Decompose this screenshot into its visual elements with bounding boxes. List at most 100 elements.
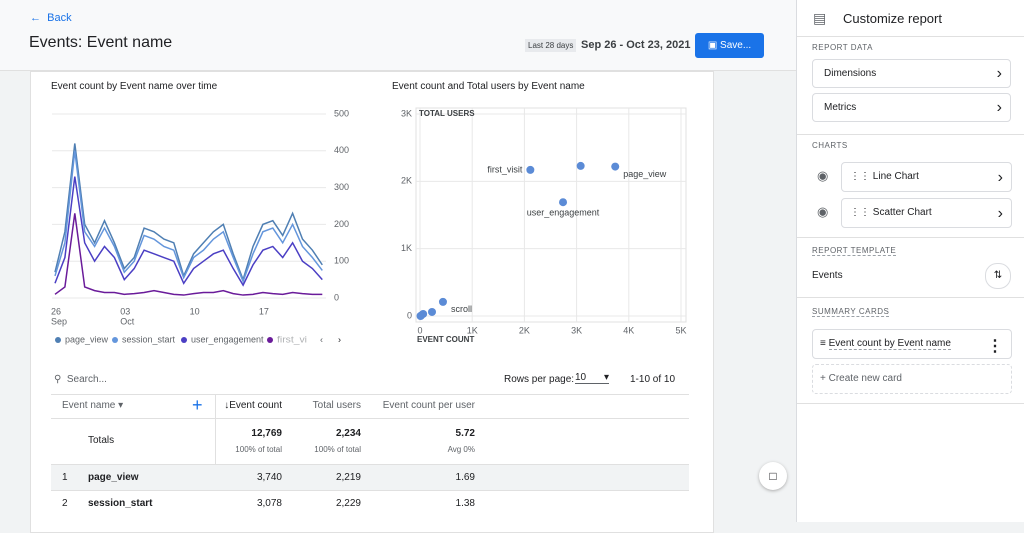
item-label: Line Chart	[872, 171, 919, 182]
col-label: Event count	[229, 400, 282, 411]
total-share: 100% of total	[314, 445, 361, 454]
plot-frame	[415, 107, 687, 323]
save-button[interactable]: ▣ Save...	[695, 33, 764, 58]
legend-prev: ‹	[320, 334, 323, 344]
x-tick-label: 03	[120, 306, 130, 316]
legend-swatch	[55, 337, 61, 343]
search-placeholder: Search...	[66, 374, 107, 385]
back-button[interactable]: ← Back	[30, 12, 72, 24]
page-range: 1-10 of 10	[630, 374, 676, 385]
scatter-point	[428, 307, 437, 316]
total-value: 2,234	[335, 428, 361, 439]
totals-label: Totals	[88, 435, 115, 446]
item-label: Event count by Event name	[828, 338, 951, 350]
page-title: Events: Event name	[29, 34, 173, 51]
total-value: 5.72	[455, 428, 475, 439]
y-axis-label: TOTAL USERS	[419, 109, 475, 118]
search[interactable]: ⚲ Search...	[54, 374, 107, 385]
point-label: first_visit	[487, 164, 523, 174]
x-tick-label: 2K	[519, 325, 530, 335]
scatter-chart-title: Event count and Total users by Event nam…	[392, 81, 585, 92]
save-label: Save...	[720, 40, 752, 51]
y-tick-label: 500	[334, 108, 349, 118]
scatter-chart-item[interactable]: ⋮⋮ Scatter Chart ›	[841, 198, 1012, 228]
col-per-user[interactable]: Event count per user	[382, 400, 475, 411]
scatter-point	[559, 198, 568, 207]
metrics-item[interactable]: Metrics ›	[812, 93, 1011, 122]
top-bar	[0, 0, 796, 71]
line-chart-title: Event count by Event name over time	[51, 81, 218, 92]
legend-label: page_view	[65, 334, 109, 344]
table: ⚲ Search... Rows per page: 10 ▾ 1-10 of 1…	[51, 365, 689, 525]
rows-per-page-label: Rows per page:	[504, 374, 575, 385]
rows-per-page-select[interactable]: 10 ▾	[575, 372, 609, 384]
point-label: user_engagement	[527, 208, 600, 218]
y-tick-label: 2K	[401, 176, 412, 186]
line-chart-item[interactable]: ⋮⋮ Line Chart ›	[841, 162, 1012, 192]
date-range[interactable]: Sep 26 - Oct 23, 2021	[581, 39, 691, 51]
unlink-template[interactable]: ⇅	[985, 263, 1011, 289]
line-series	[54, 150, 323, 284]
legend-label: first_vi	[277, 334, 307, 344]
date-label[interactable]: Last 28 days	[525, 39, 577, 52]
y-tick-label: 100	[334, 256, 349, 266]
scatter-point	[576, 161, 585, 170]
row-value: 1.69	[455, 472, 475, 483]
rows-per-page-value: 10	[575, 372, 587, 383]
dimensions-item[interactable]: Dimensions ›	[812, 59, 1011, 88]
row-value: 3,740	[256, 472, 282, 483]
y-tick-label: 400	[334, 145, 349, 155]
section-heading: REPORT DATA	[812, 43, 873, 52]
col-event-name[interactable]: Event name ▾	[62, 400, 124, 411]
x-tick-label: 5K	[675, 325, 686, 335]
scatter-point	[611, 162, 620, 171]
row-index: 1	[62, 472, 68, 483]
feedback-button[interactable]: □	[759, 462, 787, 490]
add-dimension[interactable]: +	[192, 395, 203, 415]
x-tick-label: Sep	[51, 316, 67, 326]
x-tick-label: 0	[417, 325, 422, 335]
section-heading: SUMMARY CARDS	[812, 307, 890, 317]
legend-swatch	[267, 337, 273, 343]
row-value: 2,229	[335, 498, 361, 509]
back-label: Back	[47, 12, 72, 24]
summary-card-item[interactable]: ≡ Event count by Event name ⋮	[812, 329, 1012, 359]
x-tick-label: 26	[51, 306, 61, 316]
visibility-toggle[interactable]: ◉	[817, 204, 829, 219]
legend-swatch	[181, 337, 187, 343]
visibility-toggle[interactable]: ◉	[817, 168, 829, 183]
section-heading: REPORT TEMPLATE	[812, 246, 897, 256]
y-tick-label: 0	[334, 292, 339, 302]
scatter-point	[438, 297, 447, 306]
section-heading: CHARTS	[812, 141, 848, 150]
item-label: Metrics	[824, 102, 857, 113]
x-tick-label: Oct	[120, 316, 135, 326]
y-tick-label: 0	[407, 310, 412, 320]
create-card[interactable]: + Create new card	[812, 364, 1012, 394]
totals-row	[51, 418, 689, 465]
table-row	[51, 464, 689, 491]
row-value: 1.38	[455, 498, 475, 509]
col-total-users[interactable]: Total users	[312, 400, 361, 411]
x-tick-label: 1K	[467, 325, 478, 335]
legend-label: user_engagement	[191, 334, 264, 344]
point-label: scroll	[451, 304, 472, 314]
total-share: Avg 0%	[447, 445, 475, 454]
total-share: 100% of total	[235, 445, 282, 454]
line-series	[54, 213, 323, 296]
side-panel: ▤ Customize report REPORT DATA Dimension…	[796, 0, 1024, 522]
row-index: 2	[62, 498, 68, 509]
row-name: page_view	[88, 472, 139, 483]
row-value: 2,219	[335, 472, 361, 483]
y-tick-label: 1K	[401, 243, 412, 253]
x-tick-label: 17	[259, 306, 269, 316]
item-label: Scatter Chart	[872, 207, 932, 218]
x-tick-label: 4K	[623, 325, 634, 335]
y-tick-label: 300	[334, 182, 349, 192]
legend-label: session_start	[122, 334, 176, 344]
row-name: session_start	[88, 498, 153, 509]
col-event-count[interactable]: ↓Event count	[224, 400, 282, 411]
x-tick-label: 3K	[571, 325, 582, 335]
